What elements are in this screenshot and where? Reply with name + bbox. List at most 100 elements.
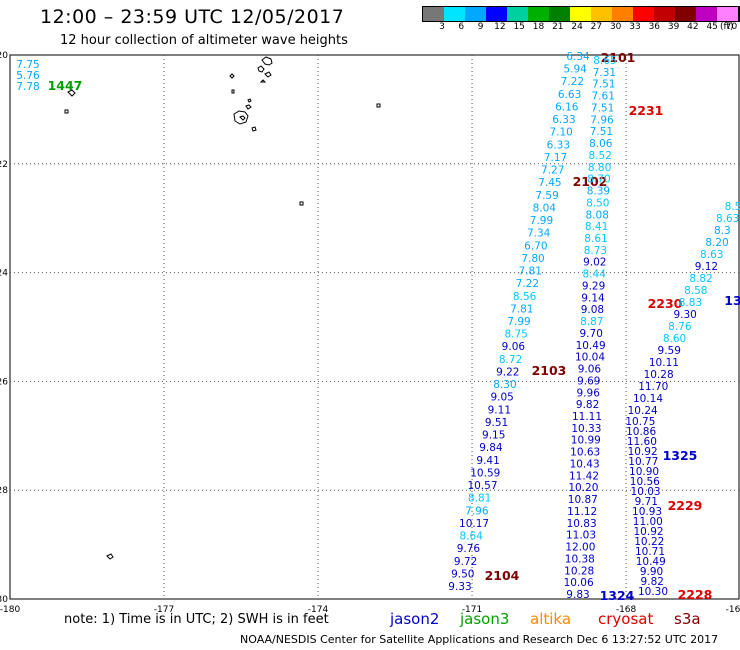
footer-credit: NOAA/NESDIS Center for Satellite Applica… bbox=[240, 633, 719, 646]
wave-height-value: 8.20 bbox=[705, 237, 728, 249]
wave-height-value: 8.70 bbox=[587, 174, 610, 186]
pass-time-label: 2104 bbox=[485, 568, 520, 583]
wave-height-value: 9.76 bbox=[457, 543, 481, 555]
wave-height-value: 8.76 bbox=[668, 321, 692, 333]
wave-height-value: 7.81 bbox=[510, 303, 533, 315]
wave-height-value: 7.61 bbox=[592, 91, 615, 103]
color-swatch bbox=[612, 7, 633, 21]
color-scale-bar bbox=[422, 6, 740, 22]
pass-time-label: 2101 bbox=[601, 50, 636, 65]
color-scale-tick: 27 bbox=[590, 22, 603, 32]
wave-height-value: 10.57 bbox=[467, 480, 497, 492]
wave-height-value: 8.30 bbox=[493, 379, 516, 391]
wave-height-value: 7.10 bbox=[549, 127, 572, 139]
wave-height-value: 9.90 bbox=[640, 566, 663, 578]
wave-height-value: 9.69 bbox=[577, 375, 600, 387]
wave-height-value: 8.44 bbox=[583, 269, 607, 281]
wave-height-value: 7.78 bbox=[16, 81, 39, 93]
wave-height-value: 7.51 bbox=[592, 79, 615, 91]
legend-s3a: s3a bbox=[674, 610, 701, 628]
wave-height-value: 8.60 bbox=[663, 333, 686, 345]
wave-height-value: 9.12 bbox=[695, 261, 718, 273]
wave-height-value: 10.11 bbox=[649, 357, 679, 369]
color-scale-unit: (ft) bbox=[720, 22, 734, 32]
wave-height-value: 8.5 bbox=[725, 201, 740, 213]
color-scale-tick: 39 bbox=[667, 22, 680, 32]
wave-height-value: 10.17 bbox=[459, 518, 489, 530]
wave-height-value: 9.41 bbox=[476, 455, 499, 467]
wave-height-value: 11.42 bbox=[569, 470, 599, 482]
legend-jason3: jason3 bbox=[460, 610, 510, 628]
pass-time-label: 13 bbox=[724, 293, 740, 308]
color-scale-tick: 70 bbox=[725, 22, 738, 32]
wave-height-value: 8.82 bbox=[689, 273, 712, 285]
wave-height-value: 7.96 bbox=[590, 114, 614, 126]
color-scale-tick: 18 bbox=[532, 22, 545, 32]
wave-height-value: 9.96 bbox=[577, 387, 601, 399]
wave-height-value: 10.49 bbox=[576, 340, 606, 352]
wave-height-value: 6.63 bbox=[558, 89, 581, 101]
color-swatch bbox=[528, 7, 549, 21]
wave-height-value: 9.30 bbox=[673, 309, 696, 321]
color-scale-tick: 42 bbox=[687, 22, 699, 32]
color-scale-tick: 33 bbox=[629, 22, 641, 32]
pass-time-label: 2103 bbox=[532, 363, 567, 378]
wave-height-value: 7.80 bbox=[521, 253, 544, 265]
island-outlines bbox=[64, 56, 381, 560]
wave-height-value: 10.43 bbox=[570, 458, 600, 470]
wave-height-value: 11.03 bbox=[566, 530, 596, 542]
wave-height-value: 7.34 bbox=[527, 228, 551, 240]
wave-height-value: 10.92 bbox=[628, 446, 658, 458]
wave-height-value: 8.61 bbox=[584, 233, 607, 245]
wave-height-value: 8.06 bbox=[589, 138, 613, 150]
x-tick-label: -177 bbox=[154, 605, 174, 615]
wave-height-value: 8.56 bbox=[513, 291, 537, 303]
wave-height-value: 7.22 bbox=[561, 76, 584, 88]
wave-height-value: 10.20 bbox=[568, 482, 598, 494]
wave-height-value: 7.45 bbox=[538, 177, 561, 189]
color-scale-tick: 24 bbox=[571, 22, 583, 32]
y-tick-label: -30 bbox=[0, 595, 8, 605]
wave-height-value: 6.34 bbox=[566, 51, 590, 63]
map-subtitle: 12 hour collection of altimeter wave hei… bbox=[60, 33, 348, 48]
wave-height-value: 6.33 bbox=[547, 139, 570, 151]
wave-height-value: 7.99 bbox=[530, 215, 553, 227]
wave-height-value: 9.51 bbox=[485, 417, 508, 429]
wave-height-value: 6.70 bbox=[524, 240, 547, 252]
wave-height-value: 5.94 bbox=[563, 64, 587, 76]
pass-time-label: 2102 bbox=[573, 174, 608, 189]
wave-height-value: 7.51 bbox=[591, 102, 614, 114]
wave-height-value: 9.06 bbox=[578, 364, 602, 376]
map-frame bbox=[9, 54, 740, 600]
color-scale-tick: 30 bbox=[609, 22, 622, 32]
x-tick-label: -171 bbox=[462, 605, 482, 615]
wave-height-value: 9.06 bbox=[502, 341, 526, 353]
wave-height-value: 8.41 bbox=[585, 221, 608, 233]
wave-height-value: 6.33 bbox=[552, 114, 575, 126]
x-tick-label: -180 bbox=[0, 605, 20, 615]
color-scale-tick: 45 bbox=[706, 22, 718, 32]
wave-height-value: 7.59 bbox=[535, 190, 558, 202]
wave-height-value: 9.08 bbox=[581, 304, 604, 316]
color-swatch bbox=[717, 7, 738, 21]
wave-height-value: 11.70 bbox=[638, 381, 668, 393]
wave-height-value: 8.50 bbox=[586, 197, 609, 209]
color-scale-tick: 15 bbox=[513, 22, 525, 32]
y-tick-label: -22 bbox=[0, 160, 8, 170]
wave-height-value: 10.30 bbox=[638, 586, 668, 598]
wave-height-value: 7.31 bbox=[593, 67, 616, 79]
color-scale-tick: 12 bbox=[494, 22, 506, 32]
wave-height-value: 10.38 bbox=[565, 553, 595, 565]
wave-height-value: 11.60 bbox=[627, 436, 657, 448]
wave-height-value: 9.72 bbox=[454, 556, 477, 568]
wave-height-value: 10.75 bbox=[625, 416, 655, 428]
wave-height-value: 7.17 bbox=[544, 152, 567, 164]
color-swatch bbox=[486, 7, 507, 21]
wave-height-value: 8.3 bbox=[714, 225, 731, 237]
color-swatch bbox=[444, 7, 465, 21]
pass-time-label: 2230 bbox=[648, 296, 683, 311]
color-scale-ticks: 3 6 9 12 15 18 21 24 27 30 33 36 39 42 45 70 bbox=[422, 22, 740, 34]
color-scale-tick: 36 bbox=[648, 22, 661, 32]
wave-height-value: 10.28 bbox=[564, 565, 594, 577]
